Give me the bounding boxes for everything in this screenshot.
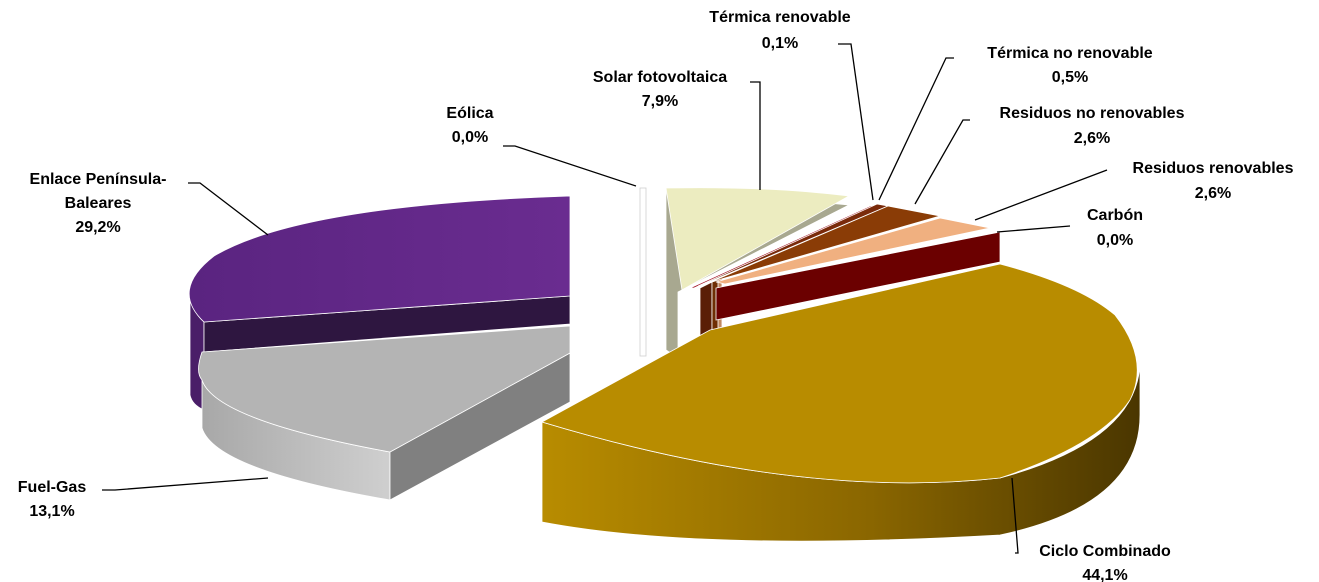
label-fuel-gas-name: Fuel-Gas (18, 479, 87, 496)
label-residuos-no-renovables-name: Residuos no renovables (1000, 105, 1185, 122)
label-termica-no-renovable-name: Térmica no renovable (987, 45, 1152, 62)
slice-carbon (715, 231, 1001, 321)
label-ciclo-combinado-value: 44,1% (1082, 567, 1127, 582)
slice-solar-fotovoltaica (665, 187, 851, 291)
label-enlace-name-line2: Baleares (65, 195, 132, 212)
leader-solar-fotovoltaica (750, 81, 761, 190)
label-termica-renovable-name: Térmica renovable (709, 9, 851, 26)
slice-eolica (639, 187, 647, 357)
leader-fuel-gas (102, 477, 269, 491)
leader-enlace-peninsula-baleares (188, 182, 269, 236)
leader-termica-no-renovable (878, 57, 954, 201)
leader-residuos-no-renovables (914, 119, 970, 205)
label-solar-fotovoltaica-name: Solar fotovoltaica (593, 69, 727, 86)
label-residuos-no-renovables-value: 2,6% (1074, 130, 1110, 147)
label-termica-no-renovable-value: 0,5% (1052, 69, 1088, 86)
leader-eolica (503, 145, 637, 187)
leader-ciclo-combinado (1011, 477, 1019, 554)
leader-termica-renovable (838, 43, 874, 201)
label-solar-fotovoltaica-value: 7,9% (642, 93, 678, 110)
slice-residuos-no-renovables (705, 205, 941, 285)
label-residuos-renovables-name: Residuos renovables (1133, 160, 1294, 177)
slice-termica-no-renovable (697, 203, 890, 287)
label-residuos-renovables-value: 2,6% (1195, 185, 1231, 202)
leader-carbon (996, 225, 1071, 233)
label-fuel-gas-value: 13,1% (29, 503, 74, 520)
slice-fuel-gas (198, 325, 571, 453)
label-ciclo-combinado-name: Ciclo Combinado (1039, 543, 1171, 560)
label-eolica-value: 0,0% (452, 129, 488, 146)
label-enlace-value: 29,2% (75, 219, 120, 236)
label-eolica-name: Eólica (446, 105, 493, 122)
slice-residuos-renovables (715, 217, 991, 285)
label-carbon-value: 0,0% (1097, 232, 1133, 249)
label-termica-renovable-value: 0,1% (762, 35, 798, 52)
slice-ciclo-combinado (540, 263, 1138, 484)
leader-residuos-renovables (974, 169, 1108, 221)
label-enlace-name-line1: Enlace Península- (30, 171, 167, 188)
slice-enlace-peninsula-baleares (188, 195, 571, 323)
label-carbon-name: Carbón (1087, 207, 1143, 224)
